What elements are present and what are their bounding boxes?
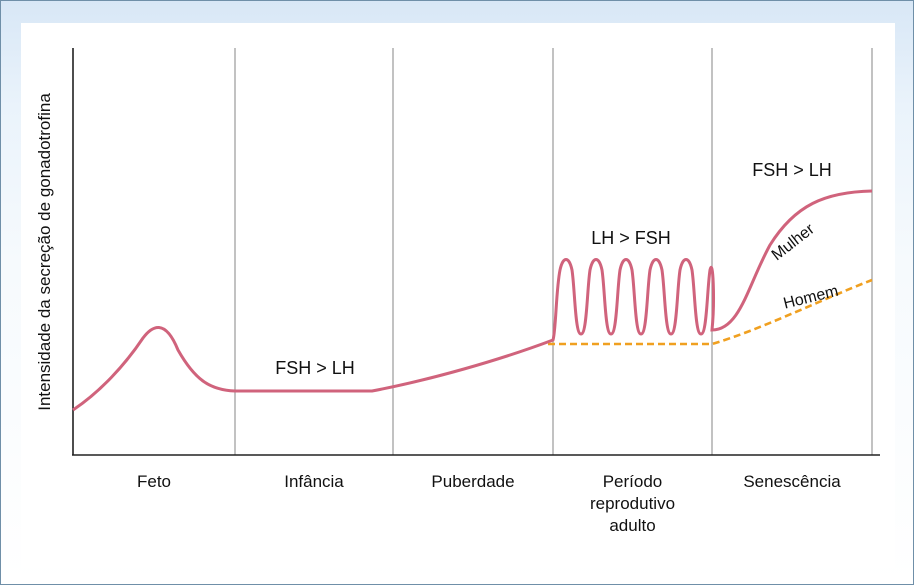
man-curve [548,278,873,346]
period-label: Feto [137,472,171,491]
infancy-ratio-label: FSH > LH [275,358,355,378]
period-label: Período reprodutivo adulto [590,472,675,535]
period-label-line: reprodutivo [590,494,675,513]
period-label-line: Infância [284,472,344,491]
woman-curve-label: Mulher [769,220,819,264]
senescence-ratio-label: FSH > LH [752,160,832,180]
period-label-line: Período [603,472,663,491]
adult-ratio-label: LH > FSH [591,228,671,248]
period-labels: Feto Infância Puberdade Período reprodutivo a… [137,472,841,535]
period-label-line: adulto [609,516,655,535]
period-label-line: Senescência [743,472,841,491]
period-label-line: Feto [137,472,171,491]
period-label: Senescência [743,472,841,491]
period-label: Infância [284,472,344,491]
figure-panel [21,23,895,568]
y-axis-label: Intensidade da secreção de gonadotrofina [35,93,54,411]
man-curve-label: Homem [782,283,840,313]
woman-curve [72,189,873,412]
period-label-line: Puberdade [431,472,514,491]
period-label: Puberdade [431,472,514,491]
